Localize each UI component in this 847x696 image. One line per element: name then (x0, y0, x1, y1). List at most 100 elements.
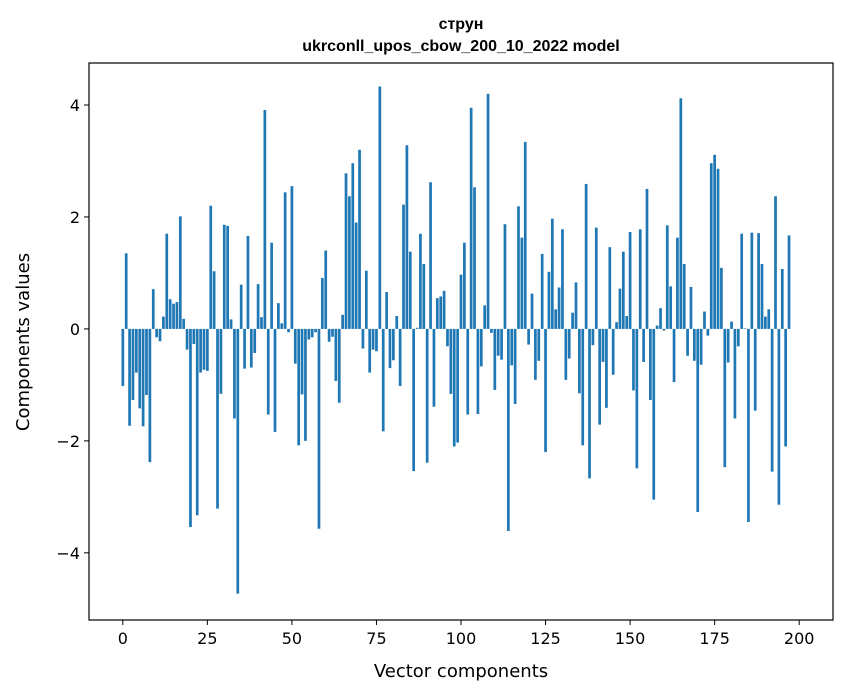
bar-50 (290, 186, 294, 329)
bar-99 (456, 328, 459, 443)
bar-128 (554, 309, 558, 329)
bar-183 (740, 233, 744, 329)
bar-14 (168, 299, 172, 329)
bar-169 (692, 328, 696, 361)
bar-96 (446, 328, 449, 347)
bar-92 (432, 328, 436, 407)
bar-21 (192, 328, 196, 345)
bar-35 (239, 284, 243, 329)
bar-49 (287, 328, 290, 333)
bar-73 (368, 328, 372, 373)
bar-19 (185, 328, 189, 350)
bar-110 (493, 328, 497, 390)
bar-156 (649, 328, 652, 400)
bar-114 (506, 328, 510, 531)
bar-125 (544, 328, 547, 453)
bar-111 (496, 328, 500, 356)
bar-17 (178, 216, 182, 329)
bar-182 (736, 328, 740, 347)
y-tick-label: −2 (56, 432, 80, 451)
bar-165 (679, 98, 683, 329)
bar-42 (263, 110, 267, 329)
bar-15 (172, 303, 175, 329)
bar-23 (199, 328, 202, 373)
bar-0 (121, 328, 125, 386)
bar-28 (216, 328, 219, 509)
bar-32 (229, 319, 233, 329)
bar-194 (777, 328, 781, 505)
bar-89 (422, 263, 426, 329)
bar-133 (571, 312, 574, 329)
bar-68 (351, 163, 355, 329)
bar-57 (314, 328, 317, 333)
bar-188 (757, 233, 760, 329)
bar-44 (270, 242, 273, 329)
bar-144 (608, 247, 612, 329)
bar-152 (635, 328, 639, 469)
bar-135 (578, 328, 581, 394)
bar-138 (588, 328, 591, 479)
bar-18 (182, 318, 186, 329)
chart-title-line-2: ukrconll_upos_cbow_200_10_2022 model (302, 38, 619, 55)
bar-9 (151, 289, 155, 329)
bar-150 (628, 232, 632, 329)
bar-151 (632, 328, 635, 391)
bar-65 (341, 314, 344, 329)
bar-79 (388, 328, 392, 369)
bar-158 (655, 325, 659, 329)
bar-60 (324, 250, 328, 329)
bar-86 (412, 328, 416, 472)
x-tick-label: 50 (282, 629, 302, 648)
x-tick-label: 0 (118, 629, 128, 648)
bar-121 (530, 293, 534, 329)
bar-109 (490, 328, 493, 333)
bar-193 (774, 196, 777, 329)
bar-38 (249, 328, 253, 368)
bar-173 (706, 328, 710, 336)
bar-94 (439, 296, 443, 329)
bar-168 (689, 286, 693, 329)
x-tick-label: 25 (197, 629, 217, 648)
bar-116 (513, 328, 517, 404)
x-tick-label: 200 (784, 629, 815, 648)
bar-37 (246, 235, 250, 329)
bar-36 (243, 328, 246, 369)
bar-85 (408, 251, 412, 329)
x-tick-label: 175 (699, 629, 730, 648)
y-tick-label: 4 (70, 96, 80, 115)
bar-5 (138, 328, 142, 409)
bar-75 (375, 328, 378, 352)
bar-163 (672, 328, 676, 383)
bars-group (121, 86, 791, 594)
bar-82 (398, 328, 402, 386)
bar-155 (645, 188, 649, 329)
bar-29 (219, 328, 223, 394)
bar-170 (696, 328, 700, 512)
bar-195 (780, 269, 784, 329)
bar-113 (503, 224, 507, 329)
bar-123 (537, 328, 541, 361)
bar-98 (452, 328, 456, 447)
bar-20 (189, 328, 192, 528)
bar-59 (320, 277, 324, 329)
bar-63 (334, 328, 338, 381)
bar-143 (605, 328, 608, 408)
bar-27 (212, 271, 216, 329)
bar-77 (381, 328, 385, 432)
bar-26 (209, 205, 213, 329)
bar-157 (652, 328, 656, 500)
bar-107 (483, 305, 487, 329)
bar-124 (540, 253, 544, 329)
bar-149 (625, 316, 629, 329)
bar-174 (709, 163, 713, 329)
bar-97 (449, 328, 453, 394)
bar-132 (567, 328, 571, 359)
bar-190 (764, 316, 767, 329)
bar-16 (175, 302, 179, 329)
bar-91 (429, 182, 432, 329)
bar-10 (155, 328, 158, 338)
bar-140 (594, 227, 598, 329)
y-axis-ticks: −4 −2 0 2 4 (56, 96, 89, 563)
bar-104 (473, 187, 476, 329)
